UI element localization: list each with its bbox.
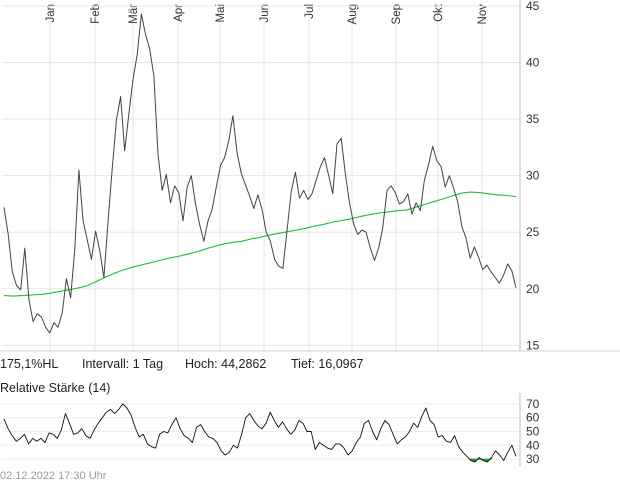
- moving-average-line: [3, 191, 517, 297]
- y-tick-30: 30: [526, 169, 540, 183]
- low-label: Tief: 16,0967: [291, 357, 364, 371]
- interval-label: Intervall: 1 Tag: [82, 357, 164, 371]
- rsi-title: Relative Stärke (14): [0, 381, 111, 395]
- month-label-1: Feb: [90, 4, 102, 24]
- month-label-9: Okt: [433, 3, 445, 22]
- y-tick-15: 15: [526, 338, 540, 352]
- rsi-tick-50: 50: [526, 425, 540, 439]
- rsi-line: [3, 403, 517, 463]
- y-tick-25: 25: [526, 225, 540, 239]
- month-label-6: Jul: [304, 4, 316, 19]
- rsi-tick-60: 60: [526, 411, 540, 425]
- month-label-3: Apr: [173, 4, 185, 22]
- month-label-8: Sep: [391, 4, 403, 24]
- month-label-4: Mai: [215, 4, 227, 23]
- rsi-tick-30: 30: [526, 452, 540, 466]
- rsi-tick-70: 70: [526, 397, 540, 411]
- month-label-2: Mär: [128, 4, 140, 24]
- timestamp: 02.12.2022 17:30 Uhr: [0, 470, 107, 482]
- price-chart-svg: Jan Feb Mär Apr Mai Jun Jul Aug Sep Okt Nov 15 20 25 3…: [0, 0, 620, 466]
- month-label-0: Jan: [45, 4, 57, 23]
- info-row: 175,1%HL Intervall: 1 Tag Hoch: 44,2862 …: [0, 355, 520, 373]
- y-tick-45: 45: [526, 0, 540, 13]
- rsi-tick-40: 40: [526, 438, 540, 452]
- y-tick-35: 35: [526, 112, 540, 126]
- month-label-10: Nov: [477, 4, 489, 25]
- y-tick-20: 20: [526, 282, 540, 296]
- volatility-label: 175,1%HL: [0, 357, 59, 371]
- y-tick-40: 40: [526, 56, 540, 70]
- month-label-5: Jun: [259, 4, 271, 23]
- month-label-7: Aug: [347, 4, 359, 24]
- price-line: [3, 13, 517, 334]
- high-label: Hoch: 44,2862: [185, 357, 267, 371]
